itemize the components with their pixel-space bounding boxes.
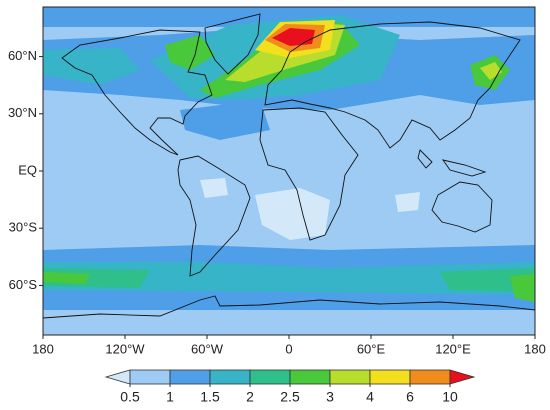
- colorbar-label: 3: [326, 389, 334, 405]
- colorbar-label: 10: [442, 389, 458, 405]
- coast-greenland: [204, 13, 261, 75]
- axes: 180 120°W 60°W 0 60°E 120°E 180 60°N 30°N EQ 30°S 6…: [8, 48, 546, 356]
- coast-antarctica: [42, 295, 536, 319]
- field-patch: [165, 35, 215, 70]
- y-tick-label: 60°S: [9, 277, 38, 292]
- field-patch: [43, 48, 140, 85]
- field-patch: [180, 100, 270, 140]
- x-tick-label: 180: [524, 341, 546, 356]
- colorbar-segment: [129, 369, 171, 385]
- colorbar-segment: [209, 369, 251, 385]
- field-patch: [43, 268, 535, 292]
- coast-south-america: [177, 155, 251, 277]
- coastlines: [42, 13, 536, 319]
- coast-north-america: [61, 29, 213, 156]
- colorbar-segment: [169, 369, 211, 385]
- colorbar-label: 1: [166, 389, 174, 405]
- coast-islands: [417, 149, 487, 177]
- coast-eurasia: [264, 21, 521, 149]
- colorbar-extend-low: [104, 369, 131, 385]
- colorbar-segment: [369, 369, 411, 385]
- x-tick-label: 120°W: [105, 341, 145, 356]
- y-tick-label: 60°N: [8, 48, 37, 63]
- colorbar-extend-high: [449, 369, 476, 385]
- colorbar-segment: [409, 369, 451, 385]
- y-tick-label: 30°S: [9, 220, 38, 235]
- y-tick-label: 30°N: [8, 105, 37, 120]
- field-patch: [43, 262, 535, 295]
- colorbar-segment: [249, 369, 291, 385]
- field-patch: [43, 312, 535, 335]
- colorbar-label: 1.5: [200, 389, 220, 405]
- field: [43, 7, 535, 335]
- colorbar-label: 2: [246, 389, 254, 405]
- colorbar-label: 2.5: [280, 389, 300, 405]
- x-tick-label: 180: [32, 341, 54, 356]
- colorbar-segment: [289, 369, 331, 385]
- colorbar-segment: [329, 369, 371, 385]
- x-tick-label: 0: [285, 341, 292, 356]
- y-tick-label: EQ: [18, 162, 37, 177]
- field-patch: [43, 7, 535, 27]
- coast-australia: [431, 181, 493, 233]
- x-tick-label: 120°E: [435, 341, 471, 356]
- colorbar-label: 4: [366, 389, 374, 405]
- field-patch: [200, 178, 420, 212]
- field-patch: [255, 188, 330, 240]
- x-tick-label: 60°W: [191, 341, 224, 356]
- colorbar-label: 6: [406, 389, 414, 405]
- field-patch: [272, 28, 315, 46]
- coast-africa: [259, 107, 359, 241]
- colorbar: 0.5 1 1.5 2 2.5 3 4 6 10: [104, 369, 476, 405]
- colorbar-label: 0.5: [120, 389, 140, 405]
- x-tick-label: 60°E: [357, 341, 386, 356]
